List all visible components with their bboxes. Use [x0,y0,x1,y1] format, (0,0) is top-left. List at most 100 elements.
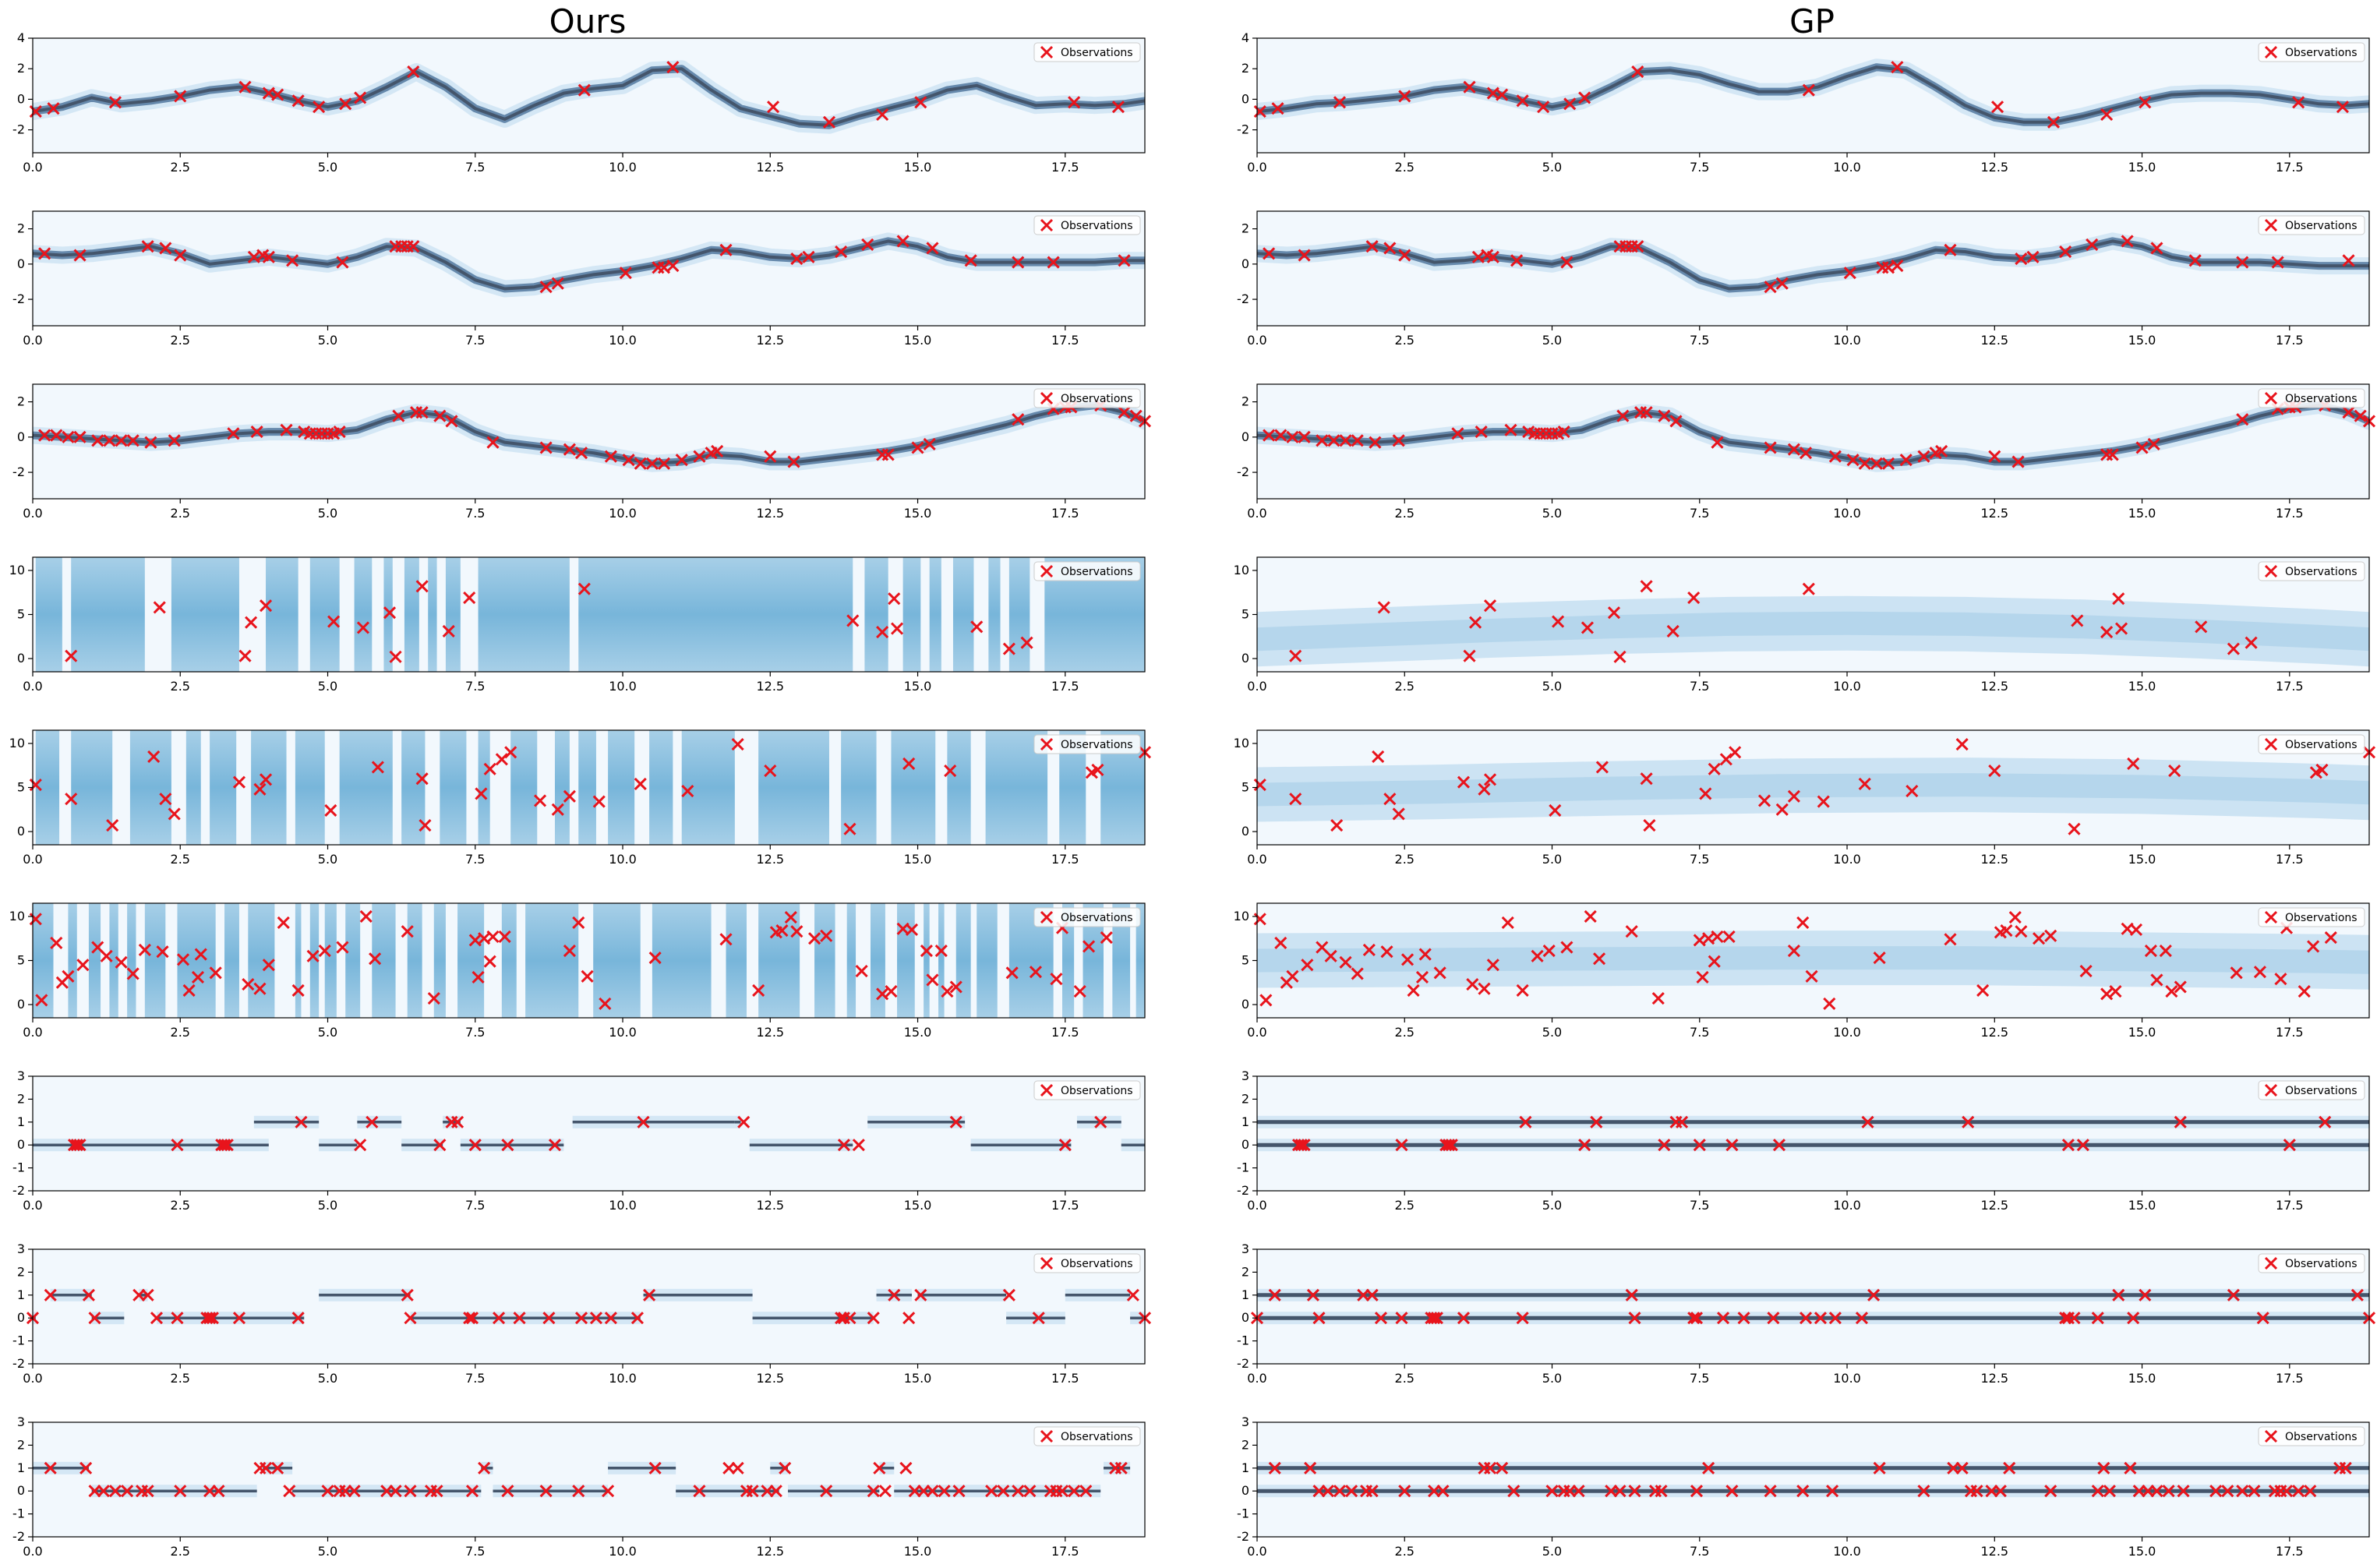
plot-background [1257,1422,2369,1537]
observation-point [1002,1288,1015,1301]
x-tick-label: 10.0 [1833,333,1861,348]
observation-point [985,1485,998,1498]
observation-point [1690,1312,1704,1325]
observation-point [775,923,789,938]
y-tick-label: 10 [9,909,25,923]
observation-point [731,1461,744,1474]
observation-point [1955,1461,1969,1474]
predictive-stripe [988,557,1001,672]
observation-point [1802,582,1815,595]
observation-point [938,1485,951,1498]
x-tick-label: 17.5 [1051,1544,1079,1559]
y-tick-label: -2 [12,1529,25,1544]
observation-point [619,267,632,280]
observation-point [746,1485,759,1498]
x-tick-label: 12.5 [1980,1371,2008,1386]
x-tick-label: 10.0 [1833,852,1861,867]
observation-point [1640,406,1653,419]
observation-points [1263,235,2355,294]
observation-point [1669,415,1683,428]
observation-point [88,1312,101,1325]
observation-point [2068,1312,2081,1325]
observation-point [253,982,267,995]
observation-point [1590,1115,1603,1128]
predictive-mean-line [33,239,1145,291]
observation-point [159,242,172,255]
x-tick-label: 15.0 [904,1371,932,1386]
observation-point [153,601,166,614]
observation-point [1823,997,1836,1010]
legend-box [1033,1080,1141,1100]
observation-point [238,649,252,662]
observation-point [867,1485,880,1498]
x-tick-label: 7.5 [465,160,485,175]
x-tick-label: 17.5 [2276,1025,2304,1040]
observation-point [867,1312,880,1325]
x-tick-label: 10.0 [1833,1544,1861,1559]
observation-point [1631,65,1644,79]
observation-point [820,929,833,942]
observation-point [577,582,591,595]
observation-point [354,1139,367,1152]
observation-point [764,450,777,463]
observation-point [1858,457,1871,470]
y-tick-label: 2 [17,221,25,236]
observation-point [539,441,553,454]
observation-point [1799,1312,1813,1325]
y-axis: -2 0 2 [1237,221,1257,306]
observation-point [1725,1139,1739,1152]
observation-point [1560,256,1573,269]
observation-point [1263,429,1276,442]
y-tick-label: 2 [1241,1264,1249,1279]
observation-point [191,970,205,984]
observation-point [1286,430,1299,443]
predictive-stripe [952,557,974,672]
observation-point [634,777,647,791]
observation-point [920,945,933,958]
observation-point [1767,1312,1780,1325]
observation-point [1708,955,1721,968]
y-tick-label: 0 [1241,651,1249,666]
legend-box [2258,1080,2365,1100]
observation-point [336,256,349,269]
observation-point [1563,97,1577,111]
y-tick-label: 1 [17,1460,25,1475]
x-tick-label: 5.0 [318,1371,337,1386]
observation-point [138,943,151,956]
predictive-stripe [608,730,635,845]
x-tick-label: 12.5 [1980,1025,2008,1040]
axes-frame [32,210,1146,327]
observation-point [572,916,585,929]
observation-point [1020,636,1033,649]
legend-marker [2264,737,2278,751]
x-tick-label: 0.0 [23,852,42,867]
observation-point [2121,235,2134,248]
x-tick-label: 15.0 [2128,679,2156,694]
observation-point [280,423,293,436]
observation-point [896,235,909,248]
observation-point [1483,599,1497,613]
panel-row3-ours: 0.0 2.5 5.0 7.5 10.0 12.5 15.0 17.5 -2 0 2 Observat… [12,383,1152,521]
observation-point [1772,1139,1786,1152]
observation-point [1274,936,1287,949]
y-tick-label: 2 [1241,221,1249,236]
observation-point [2008,911,2022,924]
observation-point [604,1312,617,1325]
observation-point [637,1115,650,1128]
observation-point [486,930,500,944]
observation-point [1301,959,1314,972]
observation-point [949,1115,962,1128]
x-tick-label: 10.0 [609,1544,637,1559]
observation-point [1578,91,1591,104]
observation-point [38,429,51,442]
axes-frame [32,1248,1146,1365]
y-axis: -2 0 2 4 [1237,30,1257,137]
observation-point [2209,1485,2223,1498]
observation-point [2015,925,2028,938]
observation-point [2336,101,2349,114]
observation-points [1263,399,2376,470]
observation-point [2129,923,2143,936]
observation-point [232,1312,246,1325]
observation-points [1250,1288,2376,1325]
observation-point [1991,101,2004,114]
